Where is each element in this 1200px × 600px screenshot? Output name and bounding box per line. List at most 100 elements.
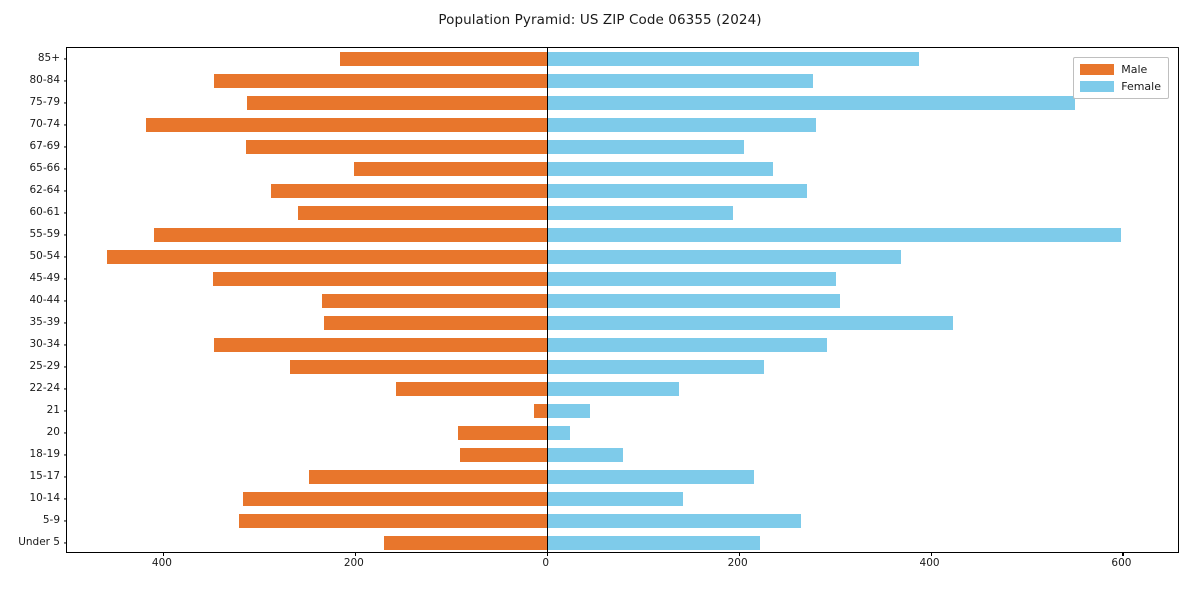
y-tick-label-50-54: 50-54 — [29, 250, 60, 262]
bar-female[interactable] — [546, 514, 801, 528]
y-tick-label-85-: 85+ — [37, 52, 60, 64]
bar-female[interactable] — [546, 140, 745, 154]
bar-male[interactable] — [353, 162, 547, 176]
bar-male[interactable] — [247, 96, 547, 110]
bar-row — [67, 360, 1178, 374]
y-tick-mark — [63, 146, 67, 148]
bar-row — [67, 316, 1178, 330]
y-tick-mark — [63, 234, 67, 236]
bar-female[interactable] — [546, 492, 683, 506]
bar-male[interactable] — [246, 140, 547, 154]
x-tick-mark — [546, 552, 548, 556]
x-tick-mark — [930, 552, 932, 556]
bar-female[interactable] — [546, 426, 570, 440]
chart-legend[interactable]: Male Female — [1073, 57, 1169, 99]
legend-swatch-female — [1080, 81, 1115, 92]
bar-female[interactable] — [546, 162, 774, 176]
y-tick-label-40-44: 40-44 — [29, 294, 60, 306]
legend-entry-female[interactable]: Female — [1080, 80, 1161, 93]
bar-female[interactable] — [546, 74, 813, 88]
bar-row — [67, 206, 1178, 220]
y-tick-label-75-79: 75-79 — [29, 96, 60, 108]
y-tick-mark — [63, 542, 67, 544]
y-tick-mark — [63, 454, 67, 456]
y-tick-label-45-49: 45-49 — [29, 272, 60, 284]
bars-layer — [67, 48, 1178, 552]
bar-female[interactable] — [546, 52, 919, 66]
bar-male[interactable] — [154, 228, 547, 242]
y-tick-label-18-19: 18-19 — [29, 448, 60, 460]
bar-male[interactable] — [145, 118, 547, 132]
bar-row — [67, 294, 1178, 308]
legend-swatch-male — [1080, 64, 1115, 75]
x-tick-label-3: 200 — [727, 557, 748, 569]
bar-male[interactable] — [324, 316, 547, 330]
bar-row — [67, 448, 1178, 462]
y-tick-label-21: 21 — [46, 404, 60, 416]
bar-male[interactable] — [458, 426, 547, 440]
bar-female[interactable] — [546, 96, 1076, 110]
bar-female[interactable] — [546, 360, 764, 374]
bar-row — [67, 250, 1178, 264]
y-tick-mark — [63, 212, 67, 214]
x-tick-mark — [1122, 552, 1124, 556]
bar-male[interactable] — [212, 272, 547, 286]
bar-female[interactable] — [546, 118, 817, 132]
bar-female[interactable] — [546, 272, 837, 286]
bar-male[interactable] — [298, 206, 547, 220]
bar-female[interactable] — [546, 470, 754, 484]
y-tick-mark — [63, 58, 67, 60]
y-tick-mark — [63, 124, 67, 126]
bar-female[interactable] — [546, 404, 590, 418]
bar-male[interactable] — [322, 294, 547, 308]
bar-female[interactable] — [546, 206, 733, 220]
bar-male[interactable] — [271, 184, 547, 198]
y-tick-label-67-69: 67-69 — [29, 140, 60, 152]
bar-row — [67, 118, 1178, 132]
bar-female[interactable] — [546, 184, 807, 198]
bar-male[interactable] — [107, 250, 547, 264]
bar-male[interactable] — [242, 492, 547, 506]
bar-row — [67, 470, 1178, 484]
y-tick-mark — [63, 102, 67, 104]
y-tick-label-10-14: 10-14 — [29, 492, 60, 504]
bar-male[interactable] — [383, 536, 547, 550]
legend-entry-male[interactable]: Male — [1080, 63, 1161, 76]
bar-female[interactable] — [546, 294, 841, 308]
y-tick-mark — [63, 432, 67, 434]
bar-male[interactable] — [213, 338, 547, 352]
bar-male[interactable] — [238, 514, 547, 528]
bar-female[interactable] — [546, 250, 901, 264]
bar-male[interactable] — [396, 382, 547, 396]
bar-row — [67, 228, 1178, 242]
y-tick-mark — [63, 476, 67, 478]
legend-label-female: Female — [1121, 80, 1161, 93]
bar-male[interactable] — [534, 404, 547, 418]
y-tick-label-20: 20 — [46, 426, 60, 438]
y-tick-mark — [63, 168, 67, 170]
bar-row — [67, 184, 1178, 198]
bar-row — [67, 272, 1178, 286]
bar-female[interactable] — [546, 338, 827, 352]
bar-male[interactable] — [308, 470, 547, 484]
y-tick-mark — [63, 300, 67, 302]
y-tick-label-25-29: 25-29 — [29, 360, 60, 372]
bar-male[interactable] — [460, 448, 547, 462]
y-tick-label-60-61: 60-61 — [29, 206, 60, 218]
y-tick-label-55-59: 55-59 — [29, 228, 60, 240]
y-tick-mark — [63, 190, 67, 192]
bar-female[interactable] — [546, 382, 680, 396]
bar-female[interactable] — [546, 316, 953, 330]
zero-axis-line — [546, 48, 548, 552]
x-tick-label-5: 600 — [1111, 557, 1132, 569]
y-tick-mark — [63, 322, 67, 324]
bar-male[interactable] — [289, 360, 547, 374]
bar-female[interactable] — [546, 228, 1122, 242]
y-tick-mark — [63, 256, 67, 258]
bar-female[interactable] — [546, 448, 624, 462]
y-tick-mark — [63, 520, 67, 522]
bar-female[interactable] — [546, 536, 760, 550]
bar-male[interactable] — [340, 52, 547, 66]
bar-male[interactable] — [213, 74, 547, 88]
